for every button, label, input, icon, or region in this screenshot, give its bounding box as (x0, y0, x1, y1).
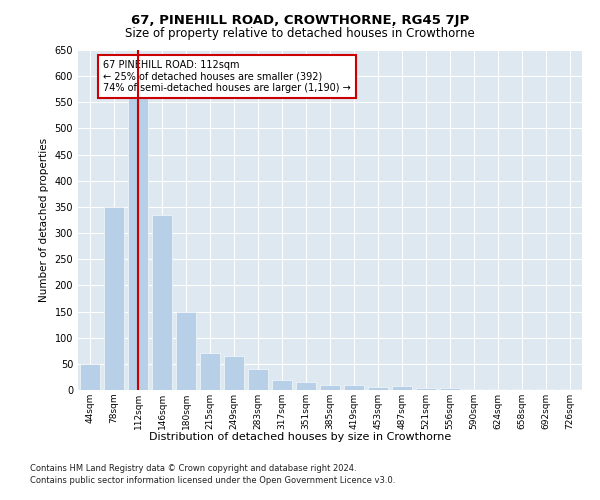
Bar (176, 312, 196, 390)
Bar (272, 380, 292, 390)
Bar (344, 385, 364, 390)
Bar (128, 71, 148, 390)
Bar (80, 364, 100, 390)
Bar (392, 386, 412, 390)
Y-axis label: Number of detached properties: Number of detached properties (39, 138, 49, 302)
Text: Contains public sector information licensed under the Open Government Licence v3: Contains public sector information licen… (30, 476, 395, 485)
Bar (200, 354, 220, 390)
Text: 67 PINEHILL ROAD: 112sqm
← 25% of detached houses are smaller (392)
74% of semi-: 67 PINEHILL ROAD: 112sqm ← 25% of detach… (103, 60, 351, 94)
Bar (440, 388, 460, 390)
Bar (368, 388, 388, 390)
Text: Size of property relative to detached houses in Crowthorne: Size of property relative to detached ho… (125, 28, 475, 40)
Bar (104, 207, 124, 390)
Bar (320, 385, 340, 390)
Text: Distribution of detached houses by size in Crowthorne: Distribution of detached houses by size … (149, 432, 451, 442)
Bar (224, 356, 244, 390)
Bar (152, 215, 172, 390)
Bar (296, 382, 316, 390)
Text: 67, PINEHILL ROAD, CROWTHORNE, RG45 7JP: 67, PINEHILL ROAD, CROWTHORNE, RG45 7JP (131, 14, 469, 27)
Text: Contains HM Land Registry data © Crown copyright and database right 2024.: Contains HM Land Registry data © Crown c… (30, 464, 356, 473)
Bar (248, 369, 268, 390)
Bar (464, 389, 484, 390)
Bar (416, 388, 436, 390)
